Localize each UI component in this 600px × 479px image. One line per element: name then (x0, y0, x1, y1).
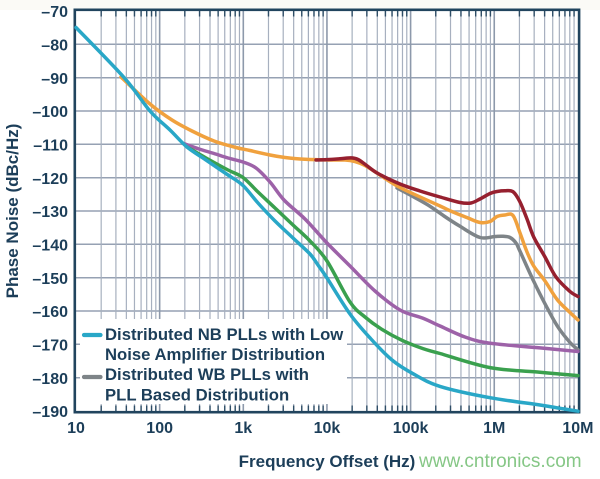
svg-text:–150: –150 (32, 271, 68, 288)
svg-text:–160: –160 (32, 304, 68, 321)
svg-text:–180: –180 (32, 371, 68, 388)
svg-text:100k: 100k (393, 420, 429, 437)
svg-text:–140: –140 (32, 238, 68, 255)
svg-text:www.cntronics.com: www.cntronics.com (418, 451, 582, 472)
svg-text:–70: –70 (41, 4, 68, 21)
svg-text:–120: –120 (32, 171, 68, 188)
svg-text:Distributed WB PLLs with: Distributed WB PLLs with (105, 365, 309, 384)
svg-text:1M: 1M (483, 420, 505, 437)
svg-text:–100: –100 (32, 104, 68, 121)
svg-text:Phase Noise (dBc/Hz): Phase Noise (dBc/Hz) (3, 124, 22, 299)
svg-text:Frequency Offset (Hz): Frequency Offset (Hz) (239, 452, 416, 471)
svg-text:–110: –110 (33, 138, 68, 155)
svg-text:100: 100 (146, 420, 173, 437)
svg-text:–80: –80 (41, 38, 68, 55)
svg-text:Distributed NB PLLs with Low: Distributed NB PLLs with Low (105, 325, 344, 344)
svg-text:10k: 10k (314, 420, 341, 437)
svg-text:–90: –90 (41, 71, 68, 88)
svg-text:10M: 10M (562, 420, 593, 437)
svg-text:–170: –170 (32, 338, 68, 355)
svg-text:1k: 1k (234, 420, 252, 437)
svg-text:10: 10 (67, 420, 85, 437)
svg-text:–130: –130 (32, 204, 68, 221)
svg-text:PLL Based Distribution: PLL Based Distribution (105, 386, 289, 405)
svg-text:–190: –190 (32, 404, 68, 421)
svg-text:Noise Amplifier Distribution: Noise Amplifier Distribution (105, 345, 325, 364)
